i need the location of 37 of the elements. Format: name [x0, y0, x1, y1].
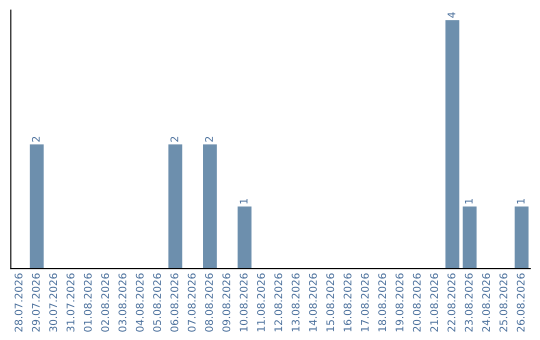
x-tick-label: 26.08.2026	[516, 273, 525, 332]
x-tick-label: 08.08.2026	[205, 273, 213, 332]
data-label: 4	[448, 12, 456, 18]
x-tick-label: 07.08.2026	[188, 273, 196, 332]
x-tick-label: 10.08.2026	[240, 273, 248, 332]
x-tick-label: 23.08.2026	[464, 273, 473, 332]
x-tick-label: 22.08.2026	[448, 273, 456, 332]
x-tick-label: 25.08.2026	[499, 273, 508, 332]
x-tick-label: 30.07.2026	[49, 273, 58, 332]
x-tick-label: 29.07.2026	[32, 273, 40, 332]
x-tick-label: 21.08.2026	[430, 273, 438, 332]
x-tick-label: 04.08.2026	[136, 273, 144, 332]
x-tick-label: 01.08.2026	[84, 273, 92, 332]
x-tick-label: 06.08.2026	[170, 273, 178, 332]
x-tick-label: 28.07.2026	[14, 273, 22, 332]
data-label: 2	[32, 136, 40, 142]
x-tick-label: 05.08.2026	[153, 273, 162, 332]
data-label: 2	[205, 136, 213, 142]
x-tick-label: 13.08.2026	[292, 273, 300, 332]
x-tick-label: 09.08.2026	[222, 273, 230, 332]
data-label: 2	[170, 136, 178, 142]
x-tick-label: 20.08.2026	[412, 273, 421, 332]
data-label: 1	[464, 198, 473, 204]
x-tick-label: 02.08.2026	[101, 273, 110, 332]
x-tick-label: 03.08.2026	[118, 273, 126, 332]
x-tick-label: 12.08.2026	[274, 273, 282, 332]
x-tick-label: 15.08.2026	[326, 273, 334, 332]
x-tick-label: 31.07.2026	[66, 273, 74, 332]
x-tick-label: 19.08.2026	[396, 273, 404, 332]
data-label: 1	[516, 198, 524, 204]
x-tick-label: 17.08.2026	[360, 273, 369, 332]
data-label: 1	[240, 198, 248, 204]
x-tick-label: 18.08.2026	[378, 273, 386, 332]
x-tick-label: 24.08.2026	[482, 273, 490, 332]
x-tick-label: 14.08.2026	[308, 273, 317, 332]
x-tick-label: 16.08.2026	[344, 273, 352, 332]
x-tick-label: 11.08.2026	[257, 273, 265, 332]
